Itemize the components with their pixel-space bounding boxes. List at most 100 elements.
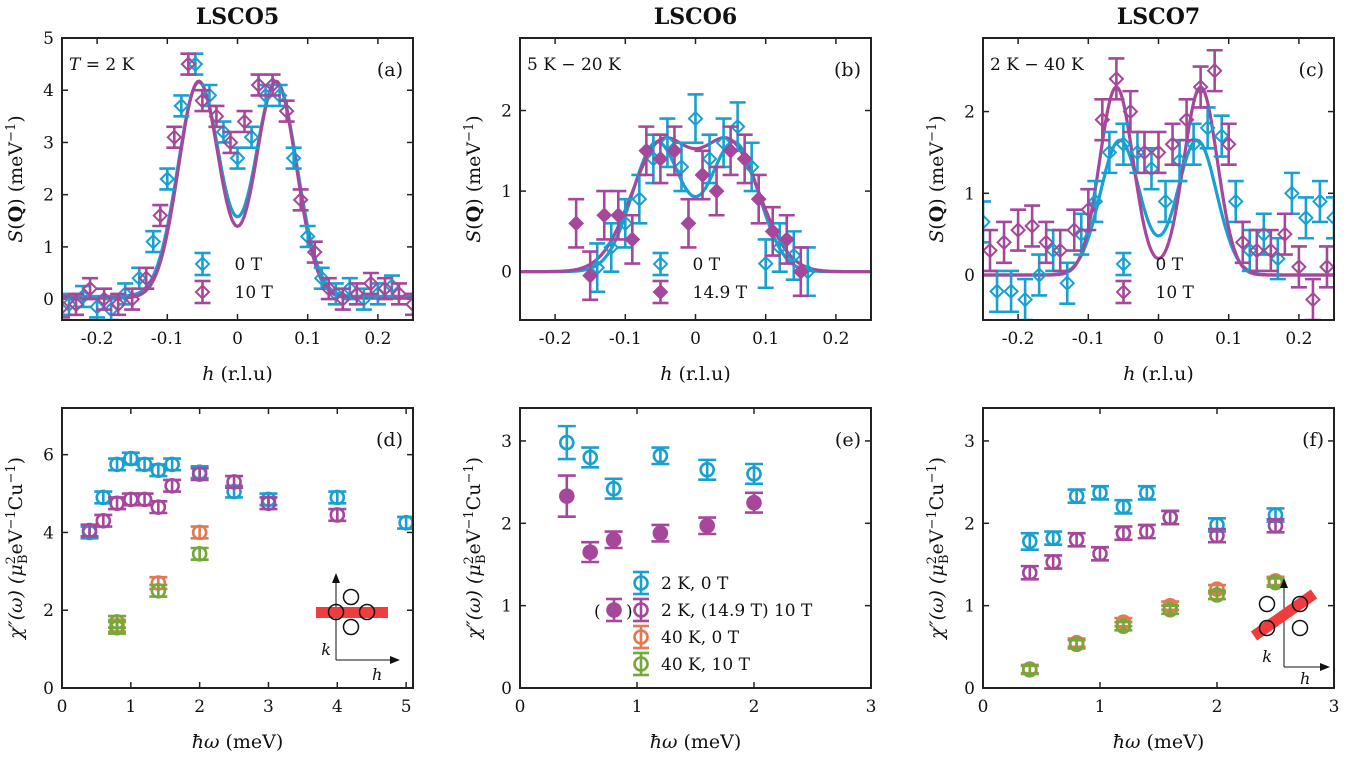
x-tick-label-4: 4: [332, 697, 343, 717]
x-tick-label-0: -0.2: [539, 329, 572, 349]
series-0-point-5: [1045, 242, 1062, 259]
series-1-point-13: [750, 191, 767, 208]
series-0-point-6: [1059, 275, 1076, 292]
series-1-point-16: [1206, 62, 1223, 79]
series-1-point-3: [1024, 218, 1041, 234]
series-0-point-14: [1171, 152, 1188, 169]
legend-label-0: 2 K, 0 T: [661, 574, 729, 594]
series-0: [557, 424, 763, 500]
series-1-point-7: [1209, 527, 1225, 544]
series-3: [108, 546, 209, 636]
y-label-exp: −1: [925, 123, 940, 142]
panel-title: LSCO5: [196, 4, 279, 30]
x-tick-label-4: 0.2: [364, 329, 391, 349]
series-1-point-2: [82, 280, 98, 297]
y-label-paren: (: [926, 222, 948, 229]
series-0-point-4: [1115, 499, 1132, 515]
series-1-point-6: [164, 477, 180, 494]
series-0-point-14: [257, 87, 274, 104]
y-tick-label-1: 1: [501, 597, 512, 617]
x-label-hw: ħω: [192, 731, 220, 753]
legend-paren-open: (: [594, 602, 601, 622]
series-1-point-10: [329, 507, 346, 523]
series-0-point-9: [187, 56, 204, 73]
series-1-point-4: [110, 296, 127, 313]
legend-label-1: 14.9 T: [693, 283, 748, 303]
series-1-point-11: [722, 142, 739, 159]
y-tick-label-3: 3: [501, 432, 512, 452]
series-1-point-0: [568, 215, 585, 232]
y-label-ev: eV: [5, 529, 27, 554]
series-1-point-18: [1234, 234, 1251, 251]
series-1-point-1: [68, 296, 84, 313]
fit-curve-1: [520, 136, 871, 274]
x-label-unit: (meV): [677, 731, 741, 753]
series-1-point-5: [1052, 242, 1069, 259]
series-0-point-11: [1129, 144, 1146, 161]
series-0: [983, 106, 1334, 320]
legend-label-3: 40 K, 10 T: [661, 655, 751, 675]
series-0-point-18: [1227, 193, 1244, 210]
anno-t: T: [69, 55, 82, 75]
y-tick-label-3: 6: [43, 446, 54, 466]
panel-label: (d): [376, 429, 403, 451]
series-1-point-5: [150, 499, 167, 515]
series-1-point-13: [1164, 136, 1181, 153]
y-label-close: ): [463, 457, 485, 464]
panel-label: (f): [1302, 429, 1324, 451]
x-axis-label: h (r.l.u): [202, 363, 273, 385]
series-1-point-4: [1038, 234, 1055, 251]
h-axis-arrow: [390, 656, 400, 664]
y-label-q: Q: [463, 206, 485, 223]
series-0-point-21: [1269, 250, 1286, 267]
y-label-sup: 2: [925, 556, 940, 564]
series-1-point-21: [1276, 226, 1293, 243]
series-1: [80, 466, 347, 539]
series-0-point-0: [589, 259, 606, 276]
series-1-point-4: [1115, 525, 1132, 541]
y-tick-label-0: 0: [501, 263, 512, 283]
x-tick-label-4: 0.2: [822, 329, 849, 349]
y-tick-label-5: 5: [43, 29, 54, 49]
legend-item-3: 40 K, 10 T: [633, 651, 751, 677]
legend-label-0: 0 T: [1156, 255, 1184, 275]
series-1-point-17: [292, 191, 309, 208]
y-label-chi: χ″(ω) (μ: [926, 564, 948, 641]
y-label-cu: Cu: [5, 484, 27, 511]
series-0-point-6: [673, 159, 690, 175]
y-axis-label: S(Q) (meV−1): [462, 115, 485, 242]
series-1-point-10: [708, 183, 725, 199]
series-0-point-13: [771, 239, 788, 256]
series-1-point-2: [1068, 531, 1085, 548]
series-0-point-0: [983, 213, 991, 230]
y-label-exp1: −1: [925, 510, 940, 529]
series-1-point-9: [694, 167, 711, 183]
x-tick-label-2: 2: [749, 697, 760, 717]
series-1-point-16: [278, 103, 295, 120]
series-1-point-0: [62, 299, 70, 315]
series-0-point-6: [145, 233, 162, 250]
series-3-point-2: [1115, 618, 1132, 635]
series-1-point-5: [1139, 523, 1155, 540]
x-axis-label: ħω (meV): [650, 731, 742, 753]
x-tick-label-2: 2: [1212, 697, 1223, 717]
panel-c: LSCO7 -0.2 -0.1 0 0.1 0.2 0 1 2 h (r.l.u) S(Q) (me…: [925, 4, 1335, 385]
x-tick-label-0: 0: [515, 697, 526, 717]
panel-b: LSCO6 -0.2 -0.1 0 0.1 0.2 0 1 2 h (r.l.u) S(Q) (me…: [462, 4, 872, 385]
y-label-ev: eV: [463, 529, 485, 554]
x-axis-label: ħω (meV): [192, 731, 284, 753]
x-label-unit: (meV): [219, 731, 283, 753]
legend-label-0: 0 T: [235, 255, 263, 275]
series-0-point-16: [1199, 119, 1216, 136]
series-3-point-0: [1022, 662, 1038, 678]
series-1-point-16: [792, 263, 809, 280]
y-axis-label: χ″(ω) (μ2BeV−1Cu−1): [925, 457, 952, 641]
x-label-h: h: [202, 363, 214, 385]
y-label-exp2: −1: [462, 464, 477, 483]
panel-title: LSCO6: [654, 4, 737, 30]
x-label-h: h: [1123, 363, 1135, 385]
series-1-point-23: [1305, 291, 1321, 308]
series-3-point-2: [191, 546, 208, 562]
y-label-cu: Cu: [926, 484, 948, 511]
